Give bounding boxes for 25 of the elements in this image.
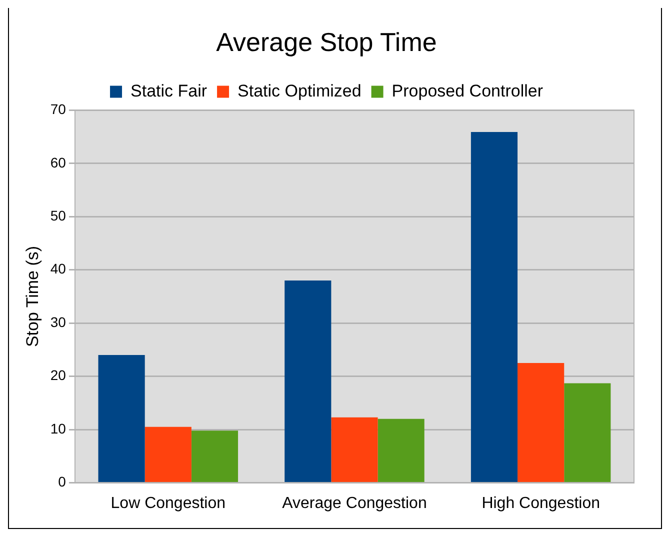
- legend-label: Static Optimized: [238, 81, 362, 100]
- bar: [518, 363, 564, 482]
- bar: [331, 417, 378, 482]
- bar: [144, 426, 192, 482]
- y-tick-label: 20: [50, 367, 66, 384]
- x-tick-label: High Congestion: [482, 494, 600, 512]
- bar: [191, 430, 238, 482]
- y-tick-label: 0: [58, 474, 66, 490]
- bar: [564, 383, 611, 482]
- bar: [378, 418, 424, 482]
- chart-title: Average Stop Time: [216, 26, 437, 57]
- y-tick-label: 10: [50, 420, 66, 436]
- y-tick-label: 30: [50, 314, 66, 330]
- y-axis-title: Stop Time (s): [22, 246, 42, 348]
- x-tick-label: Average Congestion: [282, 494, 427, 512]
- y-tick-label: 60: [50, 154, 66, 170]
- legend-label: Proposed Controller: [392, 81, 544, 100]
- bar: [98, 355, 145, 482]
- bar: [470, 132, 518, 482]
- y-tick-label: 40: [50, 260, 66, 277]
- y-tick-label: 50: [50, 208, 66, 224]
- x-tick-label: Low Congestion: [110, 494, 226, 512]
- legend-label: Static Fair: [130, 81, 208, 100]
- y-tick-label: 70: [50, 101, 66, 118]
- bar: [284, 280, 332, 482]
